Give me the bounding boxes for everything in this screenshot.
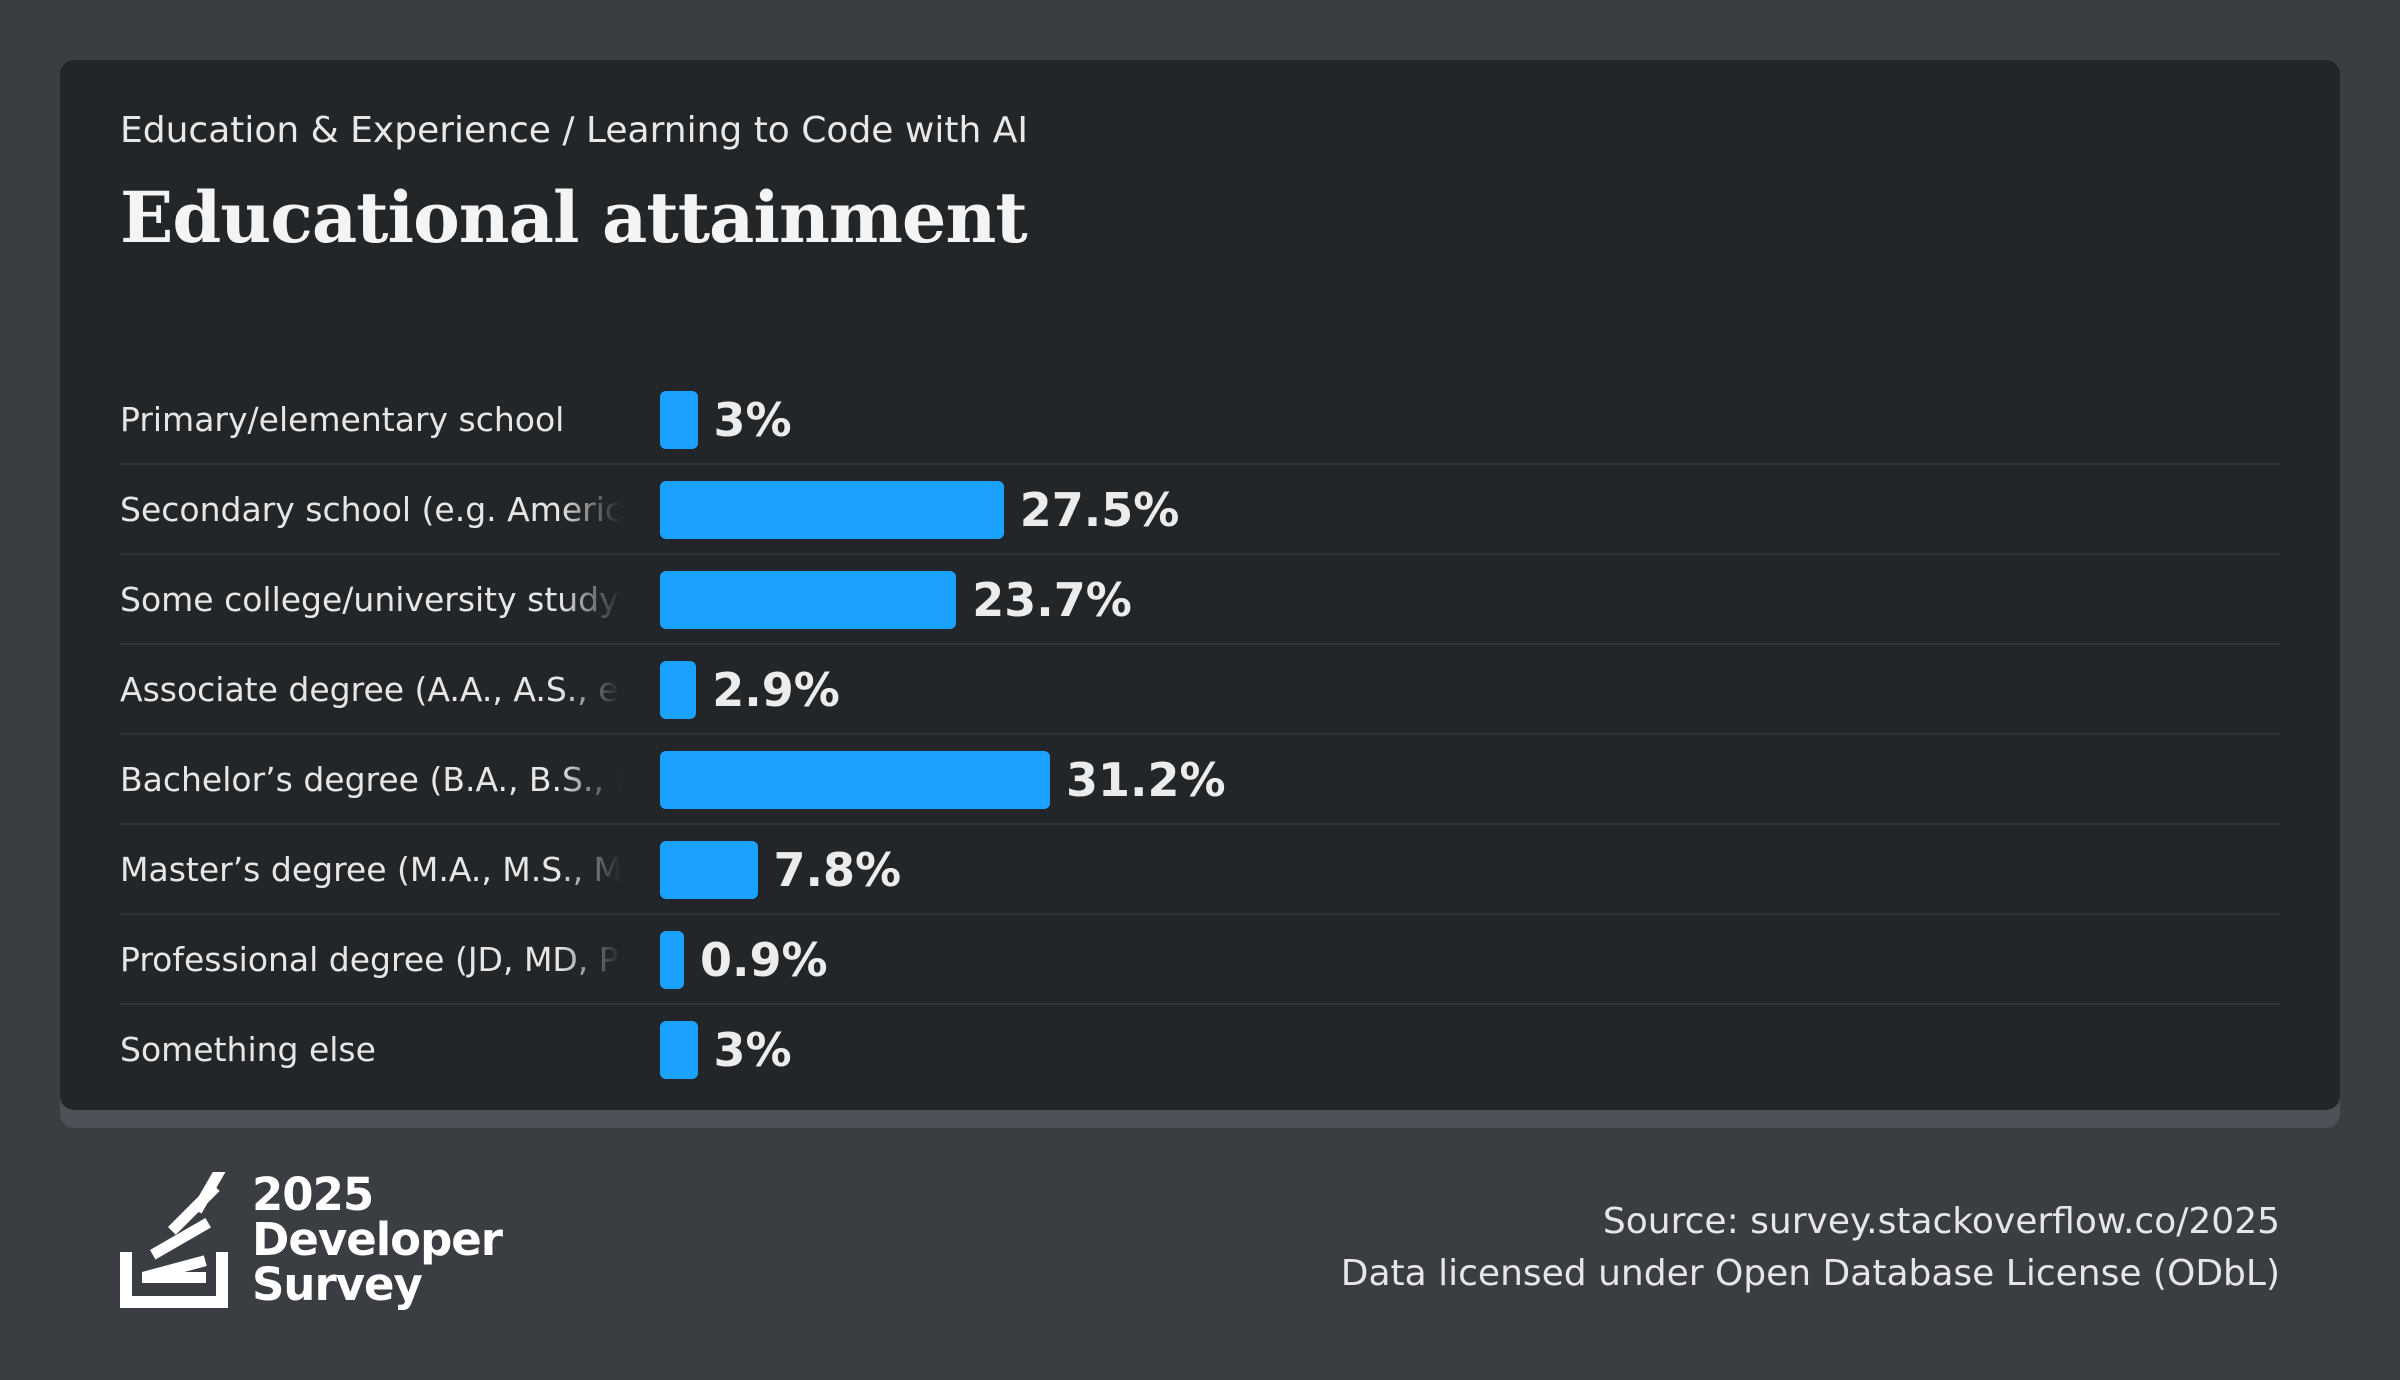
source-text: Source: survey.stackoverflow.co/2025 xyxy=(1602,1201,2280,1242)
value-label: 3% xyxy=(713,1023,792,1077)
chart-row: Something else 3% xyxy=(120,1005,2280,1095)
chart-card: Education & Experience / Learning to Cod… xyxy=(60,60,2340,1110)
logo-line-developer: Developer xyxy=(252,1213,503,1266)
chart-row: Professional degree (JD, MD, Ph.D, Ed.D,… xyxy=(120,915,2280,1005)
row-divider xyxy=(120,1003,2280,1005)
bar xyxy=(660,931,684,989)
bar xyxy=(660,1021,698,1079)
value-label: 2.9% xyxy=(712,663,840,717)
source-block: Source: survey.stackoverflow.co/2025 Dat… xyxy=(1341,1196,2280,1300)
bar xyxy=(660,841,758,899)
category-label: Primary/elementary school xyxy=(120,400,565,439)
category-label: Associate degree (A.A., A.S., etc.) xyxy=(120,670,620,709)
bar xyxy=(660,481,1004,539)
license-text: Data licensed under Open Database Licens… xyxy=(1340,1253,2280,1294)
chart-row: Secondary school (e.g. American high sch… xyxy=(120,465,2280,555)
row-divider xyxy=(120,463,2280,465)
survey-logo: 2025 Developer Survey xyxy=(120,1157,503,1318)
bar xyxy=(660,571,957,629)
logo-year: 2025 xyxy=(252,1168,374,1221)
chart-row: Master’s degree (M.A., M.S., M.Eng., MBA… xyxy=(120,825,2280,915)
category-label: Secondary school (e.g. American high sch… xyxy=(120,490,620,529)
row-divider xyxy=(120,553,2280,555)
logo-line-survey: Survey xyxy=(252,1258,423,1311)
category-label: Something else xyxy=(120,1030,376,1069)
value-label: 31.2% xyxy=(1066,753,1226,807)
row-divider xyxy=(120,823,2280,825)
chart-row: Bachelor’s degree (B.A., B.S., B.Eng., e… xyxy=(120,735,2280,825)
logo-text: 2025 Developer Survey xyxy=(252,1168,503,1311)
page-title: Educational attainment xyxy=(120,176,1028,259)
bar xyxy=(660,661,697,719)
chart-row: Primary/elementary school 3% xyxy=(120,375,2280,465)
bar-chart: Primary/elementary school 3% Secondary sch… xyxy=(120,375,2280,1095)
row-divider xyxy=(120,733,2280,735)
breadcrumb: Education & Experience / Learning to Cod… xyxy=(120,110,1028,151)
value-label: 0.9% xyxy=(700,933,828,987)
category-label: Some college/university study without ea… xyxy=(120,580,620,619)
value-label: 27.5% xyxy=(1019,483,1180,537)
value-label: 3% xyxy=(713,393,792,447)
chart-row: Some college/university study without ea… xyxy=(120,555,2280,645)
bar xyxy=(660,391,698,449)
category-label: Professional degree (JD, MD, Ph.D, Ed.D,… xyxy=(120,940,620,979)
row-divider xyxy=(120,643,2280,645)
value-label: 7.8% xyxy=(773,843,902,897)
category-label: Bachelor’s degree (B.A., B.S., B.Eng., e… xyxy=(120,760,620,799)
category-label: Master’s degree (M.A., M.S., M.Eng., MBA… xyxy=(120,850,620,889)
value-label: 23.7% xyxy=(972,573,1132,627)
stack-logo-icon xyxy=(120,1157,231,1308)
row-divider xyxy=(120,913,2280,915)
chart-row: Associate degree (A.A., A.S., etc.) 2.9% xyxy=(120,645,2280,735)
bar xyxy=(660,751,1050,809)
